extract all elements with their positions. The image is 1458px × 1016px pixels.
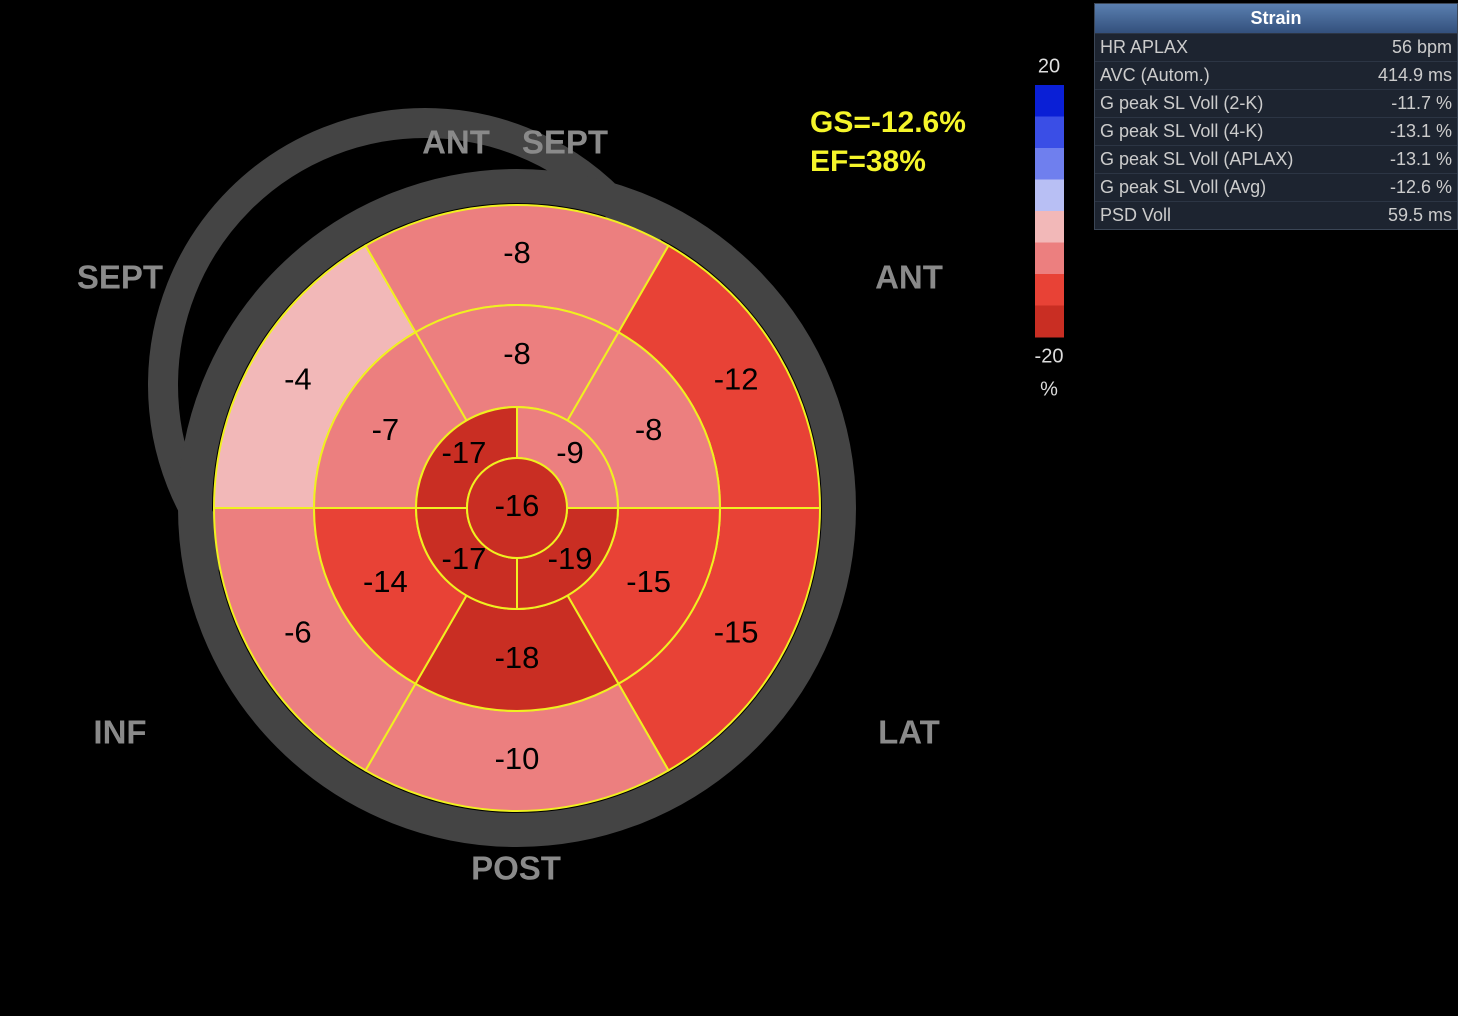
strain-table: Strain HR APLAX 56 bpm AVC (Autom.) 414.9 m…	[1094, 3, 1458, 230]
segment-value: -17	[442, 541, 487, 576]
table-row: AVC (Autom.) 414.9 ms	[1095, 61, 1457, 89]
legend-band	[1035, 179, 1064, 212]
row-value: -13.1 %	[1389, 149, 1452, 169]
orientation-label: LAT	[878, 714, 940, 751]
orientation-label: SEPT	[77, 259, 163, 296]
orientation-label: ANT	[422, 124, 490, 161]
legend-band	[1035, 274, 1064, 306]
row-value: -12.6 %	[1389, 177, 1452, 197]
table-row: G peak SL Voll (2-K) -11.7 %	[1095, 89, 1457, 117]
row-value: 414.9 ms	[1377, 65, 1452, 85]
segment-value: -16	[495, 488, 540, 523]
legend-unit: %	[1040, 378, 1058, 400]
segment-value: -17	[442, 435, 487, 470]
orientation-label: INF	[93, 714, 146, 751]
table-row: PSD Voll 59.5 ms	[1095, 201, 1457, 229]
segment-value: -6	[284, 615, 312, 650]
legend-min: -20	[1035, 345, 1064, 367]
apex-segment	[466, 457, 568, 559]
row-label: AVC (Autom.)	[1100, 65, 1210, 85]
ring	[178, 169, 856, 847]
row-label: G peak SL Voll (APLAX)	[1100, 149, 1294, 169]
legend-band	[1035, 305, 1064, 338]
table-row: G peak SL Voll (Avg) -12.6 %	[1095, 173, 1457, 201]
row-value: 56 bpm	[1391, 37, 1452, 57]
table-row: G peak SL Voll (4-K) -13.1 %	[1095, 117, 1457, 145]
row-label: G peak SL Voll (2-K)	[1100, 93, 1264, 113]
segment-value: -19	[548, 541, 593, 576]
table-row: G peak SL Voll (APLAX) -13.1 %	[1095, 145, 1457, 173]
legend-band	[1035, 211, 1064, 243]
segment-value: -14	[363, 564, 408, 599]
row-label: PSD Voll	[1100, 205, 1172, 225]
row-label: G peak SL Voll (4-K)	[1100, 121, 1264, 141]
row-value: -13.1 %	[1389, 121, 1452, 141]
legend-band	[1035, 116, 1064, 149]
global-strain: GS=-12.6%	[810, 106, 966, 139]
segment-value: -7	[372, 412, 400, 447]
segment-value: -10	[495, 741, 540, 776]
segment-value: -12	[714, 362, 759, 397]
legend-max: 20	[1038, 55, 1060, 77]
segment-value: -4	[284, 362, 312, 397]
row-value: -11.7 %	[1391, 93, 1452, 113]
table-title: Strain	[1095, 4, 1457, 33]
segment-value: -15	[626, 564, 671, 599]
table-row: HR APLAX 56 bpm	[1095, 33, 1457, 61]
segment-value: -18	[495, 640, 540, 675]
legend-band	[1035, 148, 1064, 180]
row-label: G peak SL Voll (Avg)	[1100, 177, 1267, 197]
segment-value: -8	[503, 336, 531, 371]
segment-value: -15	[714, 615, 759, 650]
segment-value: -9	[556, 435, 584, 470]
segment-value: -8	[635, 412, 663, 447]
row-label: HR APLAX	[1100, 37, 1189, 57]
legend-band	[1035, 242, 1064, 275]
legend-band	[1035, 85, 1064, 117]
row-value: 59.5 ms	[1387, 205, 1452, 225]
segment-value: -8	[503, 235, 531, 270]
orientation-label: SEPT	[522, 124, 608, 161]
orientation-label: ANT	[875, 259, 943, 296]
ejection-fraction: EF=38%	[810, 145, 926, 178]
orientation-label: POST	[471, 850, 561, 887]
